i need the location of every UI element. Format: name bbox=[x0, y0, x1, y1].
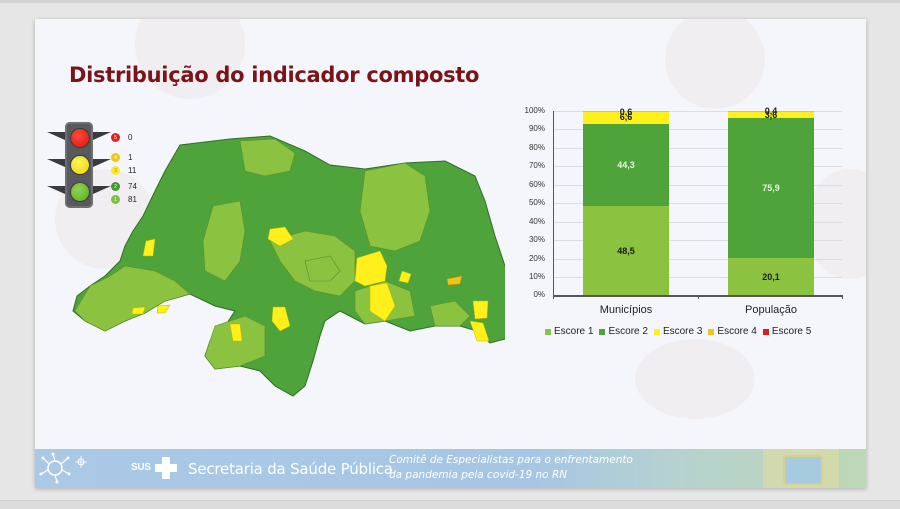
chart-legend: Escore 1 Escore 2 Escore 3 Escore 4 Esco… bbox=[545, 326, 811, 337]
window-top-bar bbox=[0, 0, 900, 3]
legend-item-escore-1: Escore 1 bbox=[545, 326, 593, 337]
bar-populacao: 20,1 75,9 3,6 0,4 bbox=[728, 106, 814, 295]
legend-item-escore-3: Escore 3 bbox=[653, 326, 703, 337]
gridline bbox=[554, 222, 842, 223]
map-legend-item: 5 0 bbox=[111, 133, 132, 142]
segment-escore-3 bbox=[728, 112, 814, 118]
gridline bbox=[554, 240, 842, 241]
segment-escore-2: 44,3 bbox=[583, 124, 669, 206]
segment-escore-1: 48,5 bbox=[583, 206, 669, 295]
legend-item-escore-2: Escore 2 bbox=[599, 326, 648, 337]
gridline bbox=[554, 203, 842, 204]
comite-line-1: Comitê de Especialistas para o enfrentam… bbox=[389, 454, 633, 466]
category-label-municipios: Municípios bbox=[599, 304, 653, 316]
segment-escore-4 bbox=[728, 111, 814, 112]
y-tick: 40% bbox=[528, 217, 545, 226]
swatch-icon bbox=[708, 328, 715, 335]
comite-label: Comitê de Especialistas para o enfrentam… bbox=[389, 453, 633, 483]
y-tick: 10% bbox=[528, 272, 545, 281]
score-3-icon: 3 bbox=[111, 166, 120, 175]
swatch-icon bbox=[599, 328, 606, 335]
window-bottom-bar bbox=[0, 500, 900, 509]
bar-municipios: 48,5 44,3 6,6 0,6 bbox=[583, 107, 669, 295]
legend-item-escore-4: Escore 4 bbox=[708, 326, 757, 337]
label-escore-3: 3,6 bbox=[764, 110, 778, 120]
label-escore-4: 0,6 bbox=[619, 107, 633, 117]
y-tick: 80% bbox=[528, 143, 545, 152]
y-tick: 20% bbox=[528, 254, 545, 263]
map-legend-item: 3 11 bbox=[111, 166, 136, 175]
y-tick: 50% bbox=[528, 198, 545, 207]
y-tick: 100% bbox=[524, 106, 545, 115]
background-virus-decoration bbox=[635, 339, 755, 419]
rn-flag-icon bbox=[763, 449, 839, 488]
red-light-icon bbox=[70, 128, 90, 148]
segment-escore-3: 6,6 bbox=[583, 112, 669, 124]
segment-escore-1: 20,1 bbox=[728, 258, 814, 295]
legend-label: Escore 4 bbox=[717, 326, 757, 337]
x-tick bbox=[842, 295, 843, 299]
y-tick: 90% bbox=[528, 124, 545, 133]
count-score-2: 74 bbox=[128, 182, 137, 191]
gridline bbox=[554, 166, 842, 167]
count-score-5: 0 bbox=[128, 133, 133, 142]
stacked-bar-chart: 100% 90% 80% 70% 60% 50% 40% 30% 20% 10%… bbox=[520, 103, 843, 343]
health-cross-icon bbox=[155, 457, 177, 479]
slide-footer: SUS Secretaria da Saúde Pública Comitê d… bbox=[35, 449, 866, 488]
map-legend-item: 2 74 bbox=[111, 182, 137, 191]
virus-icon bbox=[39, 452, 87, 484]
label-escore-4: 0,4 bbox=[764, 106, 778, 116]
category-label-populacao: População bbox=[745, 304, 797, 316]
x-tick bbox=[698, 295, 699, 299]
sus-logo: SUS bbox=[131, 462, 151, 473]
swatch-icon bbox=[653, 328, 660, 335]
count-score-4: 1 bbox=[128, 153, 133, 162]
secretaria-label: Secretaria da Saúde Pública bbox=[188, 460, 393, 478]
score-2-icon: 2 bbox=[111, 182, 120, 191]
rio-grande-do-norte-map bbox=[72, 135, 505, 397]
legend-label: Escore 2 bbox=[608, 326, 648, 337]
map-legend-item: 1 81 bbox=[111, 195, 137, 204]
presentation-slide: Distribuição do indicador composto 5 0 4… bbox=[35, 19, 866, 488]
page-title: Distribuição do indicador composto bbox=[69, 63, 480, 87]
segment-escore-4 bbox=[583, 111, 669, 112]
gridline bbox=[554, 129, 842, 130]
gridline bbox=[554, 185, 842, 186]
yellow-light-icon bbox=[70, 155, 90, 175]
background-virus-decoration bbox=[665, 19, 765, 109]
y-axis bbox=[553, 111, 554, 295]
legend-label: Escore 1 bbox=[554, 326, 594, 337]
y-tick: 30% bbox=[528, 235, 545, 244]
swatch-icon bbox=[762, 328, 769, 335]
x-tick bbox=[553, 295, 554, 299]
background-virus-decoration bbox=[135, 19, 245, 99]
map-legend-item: 4 1 bbox=[111, 153, 132, 162]
green-light-icon bbox=[70, 182, 90, 202]
gridline bbox=[554, 259, 842, 260]
y-tick: 60% bbox=[528, 180, 545, 189]
count-score-3: 11 bbox=[128, 166, 137, 175]
legend-label: Escore 3 bbox=[662, 326, 703, 337]
label-escore-3: 6,6 bbox=[619, 112, 633, 122]
count-score-1: 81 bbox=[128, 195, 137, 204]
swatch-icon bbox=[545, 328, 551, 335]
gridline bbox=[554, 111, 842, 112]
score-5-icon: 5 bbox=[111, 133, 120, 142]
score-1-icon: 1 bbox=[111, 195, 120, 204]
legend-item-escore-5: Escore 5 bbox=[762, 326, 812, 337]
comite-line-2: da pandemia pela covid-19 no RN bbox=[389, 469, 568, 481]
segment-escore-2: 75,9 bbox=[728, 118, 814, 258]
score-4-icon: 4 bbox=[111, 153, 120, 162]
legend-label: Escore 5 bbox=[771, 326, 812, 337]
y-tick: 0% bbox=[533, 290, 545, 299]
gridline bbox=[554, 148, 842, 149]
gridline bbox=[554, 277, 842, 278]
y-tick: 70% bbox=[528, 161, 545, 170]
